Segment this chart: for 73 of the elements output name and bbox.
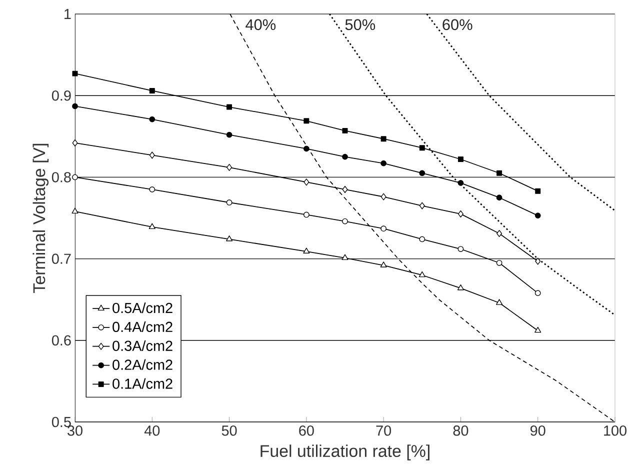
point: [226, 200, 232, 206]
y-tick-label: 0.8: [52, 172, 71, 182]
point: [380, 160, 387, 166]
x-tick-label: 50: [222, 426, 237, 436]
point: [72, 70, 78, 76]
point: [458, 156, 464, 162]
x-axis-title: Fuel utilization rate [%]: [260, 444, 430, 460]
annotation: 40%: [246, 19, 276, 30]
point: [496, 194, 502, 201]
legend-label: 0.3A/cm2: [112, 340, 172, 351]
point: [380, 226, 387, 232]
legend-label: 0.1A/cm2: [112, 378, 172, 389]
point: [303, 212, 310, 218]
annotation: 50%: [345, 19, 376, 30]
legend-label: 0.2A/cm2: [112, 359, 172, 370]
point: [535, 258, 541, 265]
point: [226, 164, 232, 171]
point: [458, 210, 464, 218]
point: [380, 193, 386, 200]
point: [342, 186, 348, 193]
point: [72, 139, 78, 146]
x-tick-label: 60: [299, 426, 314, 436]
point: [380, 262, 387, 268]
x-tick-label: 40: [144, 426, 160, 436]
point: [496, 299, 503, 305]
point: [419, 145, 425, 151]
point: [496, 230, 502, 238]
point: [534, 326, 542, 333]
y-axis-title: Terminal Voltage [V]: [32, 144, 49, 293]
point: [342, 254, 348, 260]
point: [535, 188, 541, 194]
point: [458, 180, 464, 186]
point: [226, 104, 232, 110]
y-tick-label: 0.7: [52, 254, 71, 264]
y-tick-label: 0.9: [52, 90, 71, 101]
point: [304, 118, 310, 124]
point: [418, 271, 426, 278]
point: [149, 116, 156, 122]
point: [419, 202, 425, 210]
point: [380, 136, 386, 142]
point: [148, 223, 156, 230]
point: [303, 146, 310, 152]
point: [458, 246, 464, 252]
point: [534, 290, 541, 296]
legend-label: 0.4A/cm2: [112, 321, 172, 332]
point: [496, 260, 502, 266]
x-tick-label: 100: [604, 426, 626, 436]
point: [226, 235, 233, 242]
x-tick-label: 80: [453, 426, 468, 436]
annotation: 60%: [442, 19, 472, 30]
point: [226, 132, 232, 138]
point: [149, 186, 156, 192]
legend-label: 0.5A/cm2: [112, 302, 172, 314]
point: [419, 236, 426, 242]
point: [496, 170, 502, 176]
x-tick-label: 30: [68, 426, 82, 436]
y-tick-label: 1: [64, 9, 71, 19]
point: [72, 174, 78, 180]
y-tick-label: 0.5: [52, 416, 71, 428]
point: [342, 154, 348, 160]
x-tick-label: 90: [530, 426, 546, 436]
point: [534, 212, 541, 218]
y-tick-label: 0.6: [52, 335, 71, 346]
point: [342, 128, 348, 134]
point: [342, 218, 348, 224]
point: [149, 88, 155, 94]
point: [304, 178, 310, 186]
x-tick-label: 70: [376, 426, 392, 436]
point: [303, 248, 310, 254]
point: [149, 152, 155, 159]
point: [457, 284, 464, 290]
point: [72, 103, 78, 110]
point: [419, 170, 426, 176]
